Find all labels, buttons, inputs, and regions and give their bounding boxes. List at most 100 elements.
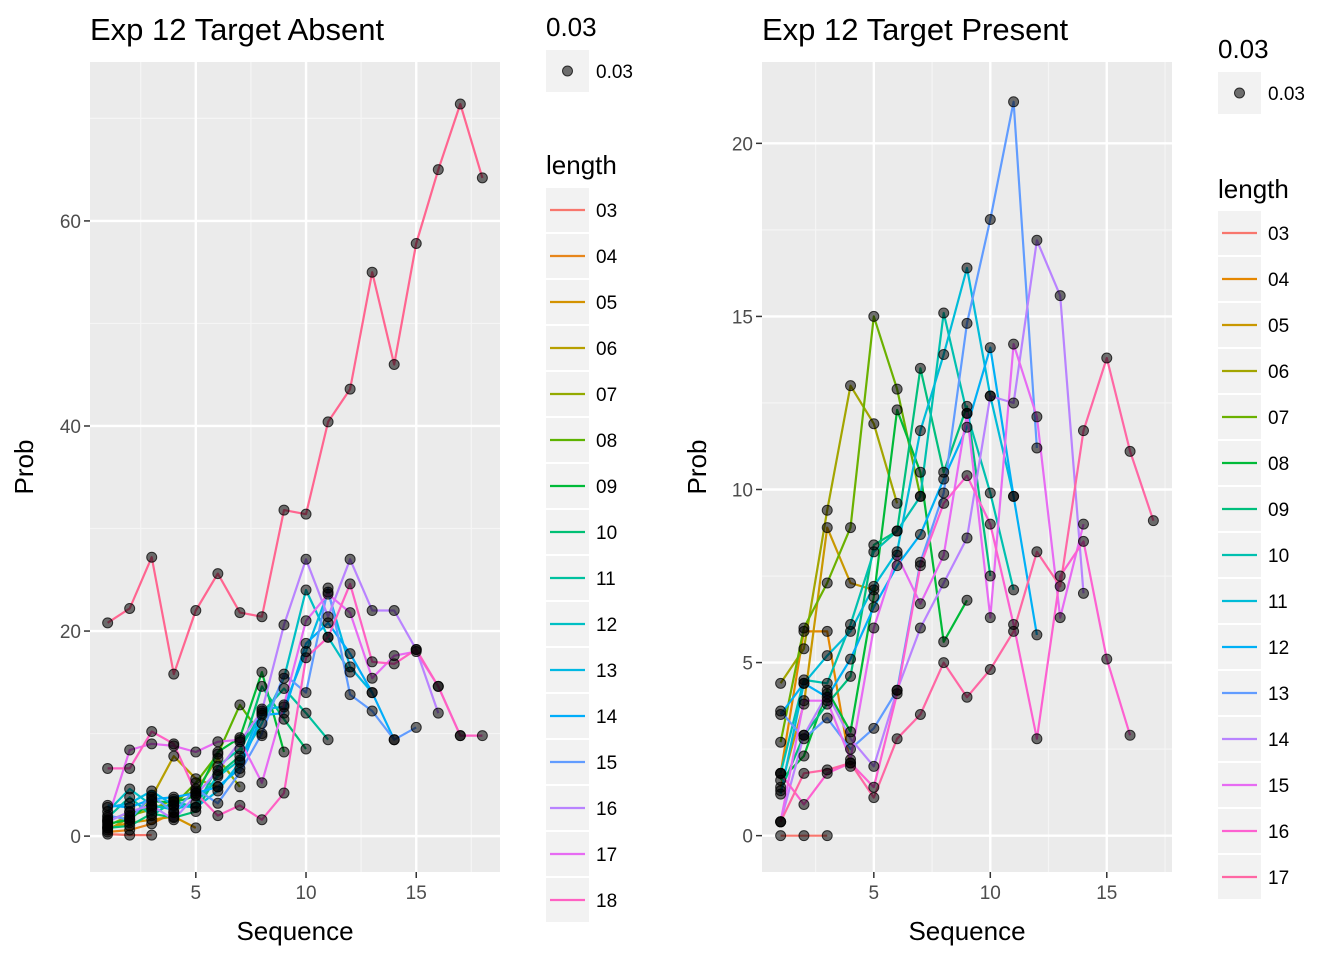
data-point	[868, 546, 880, 558]
legend-label: 12	[596, 615, 617, 636]
data-point	[798, 677, 810, 689]
data-point	[821, 625, 833, 637]
data-point	[300, 687, 312, 699]
series-line	[779, 630, 852, 774]
data-point	[322, 611, 334, 623]
point-legend-title: 0.03	[546, 12, 597, 42]
data-point	[1124, 729, 1136, 741]
legend-label: 04	[1268, 270, 1290, 291]
data-point	[868, 418, 880, 430]
legend-label: 07	[596, 385, 617, 406]
data-point	[938, 636, 950, 648]
data-point	[938, 549, 950, 561]
data-point	[891, 383, 903, 395]
data-point	[102, 762, 114, 774]
data-point	[821, 522, 833, 534]
data-point	[938, 487, 950, 499]
data-point	[454, 98, 466, 110]
data-point	[984, 342, 996, 354]
legend-label: 17	[1268, 868, 1289, 889]
data-point	[775, 677, 787, 689]
data-point	[868, 760, 880, 772]
data-point	[984, 390, 996, 402]
data-point	[212, 746, 224, 758]
data-point	[821, 504, 833, 516]
data-point	[256, 728, 268, 740]
data-point	[300, 707, 312, 719]
data-point	[961, 594, 973, 606]
data-point	[212, 736, 224, 748]
data-point	[845, 577, 857, 589]
data-point	[845, 733, 857, 745]
data-point	[1077, 518, 1089, 530]
data-point	[322, 734, 334, 746]
data-point	[914, 529, 926, 540]
legend-label: 15	[596, 753, 617, 774]
legend-label: 10	[596, 523, 617, 544]
data-point	[821, 830, 833, 842]
length-legend-title: length	[1218, 174, 1289, 204]
y-tick-label: 40	[60, 417, 81, 438]
point-legend-label: 0.03	[1268, 84, 1305, 105]
data-point	[190, 801, 202, 813]
data-point	[798, 750, 810, 762]
data-point	[212, 797, 224, 809]
data-point	[256, 705, 268, 717]
data-point	[102, 814, 114, 826]
x-axis-title: Sequence	[908, 916, 1025, 946]
data-point	[388, 358, 400, 370]
data-point	[1077, 535, 1089, 547]
data-point	[845, 757, 857, 769]
data-point	[1077, 587, 1089, 599]
data-point	[1031, 629, 1043, 641]
legend-label: 11	[1268, 592, 1288, 613]
point-legend-label: 0.03	[596, 62, 633, 83]
data-point	[938, 577, 950, 589]
data-point	[798, 830, 810, 842]
data-point	[212, 781, 224, 793]
data-point	[322, 588, 334, 600]
data-point	[300, 637, 312, 649]
data-point	[124, 744, 136, 756]
y-tick-label: 10	[732, 481, 753, 502]
data-point	[212, 810, 224, 822]
data-point	[798, 767, 810, 779]
data-point	[146, 810, 158, 822]
data-point	[984, 612, 996, 624]
panel-target-absent: 5 10 15 0 20 40 60 Exp 12 Target Absent Sequence…	[9, 12, 633, 946]
data-point	[891, 525, 903, 537]
data-point	[1031, 411, 1043, 423]
data-point	[278, 619, 290, 631]
data-point	[190, 787, 202, 799]
y-tick-label: 20	[60, 622, 81, 643]
x-tick-label: 15	[1096, 883, 1117, 904]
data-point	[278, 699, 290, 711]
data-point	[212, 764, 224, 776]
legend-label: 05	[596, 293, 617, 314]
y-tick-label: 60	[60, 212, 81, 233]
data-point	[366, 266, 378, 278]
data-point	[868, 722, 880, 734]
data-point	[821, 695, 833, 707]
data-point	[278, 504, 290, 516]
data-point	[845, 743, 857, 755]
data-point	[798, 695, 810, 707]
data-point	[234, 734, 246, 746]
data-point	[388, 605, 400, 617]
data-point	[868, 580, 880, 592]
legend-label: 08	[596, 431, 617, 452]
data-point	[256, 666, 268, 678]
data-point	[124, 602, 136, 614]
data-point	[891, 688, 903, 700]
data-point	[821, 764, 833, 776]
data-point	[938, 657, 950, 669]
data-point	[775, 816, 787, 828]
y-axis-title: Prob	[9, 440, 39, 495]
data-point	[278, 682, 290, 694]
data-point	[366, 656, 378, 668]
data-point	[1101, 653, 1113, 665]
data-point	[938, 473, 950, 485]
length-legend-title: length	[546, 150, 617, 180]
data-point	[984, 518, 996, 530]
data-point	[432, 707, 444, 719]
